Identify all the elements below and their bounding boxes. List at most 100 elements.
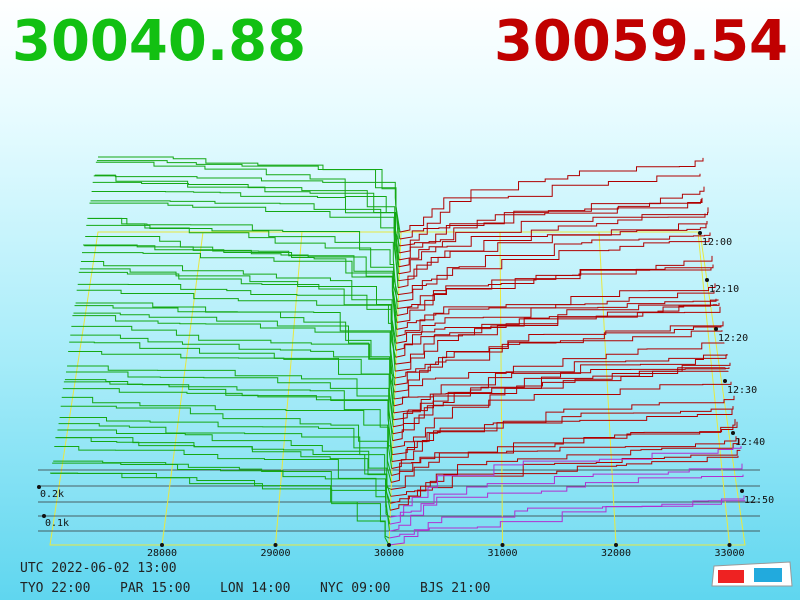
ask-depth-line <box>394 321 724 393</box>
bid-price: 30040.88 <box>12 9 306 74</box>
bid-depth-line <box>91 190 400 274</box>
price-tick-label: 32000 <box>601 548 631 559</box>
price-grid-line <box>388 231 402 546</box>
bid-depth-line <box>60 405 392 476</box>
ask-depth-line <box>391 395 735 469</box>
bid-depth-line <box>62 388 393 462</box>
ask-depth-line <box>397 268 712 310</box>
ask-depth-line <box>393 367 726 407</box>
time-tick-label: 12:20 <box>718 333 748 344</box>
bid-depth-line <box>94 174 400 253</box>
ask-depth-line <box>389 474 744 532</box>
world-clock: NYC 09:00 <box>320 581 390 596</box>
ask-depth-line <box>395 306 721 372</box>
ask-depth-line <box>392 409 733 456</box>
bid-depth-line <box>61 396 393 469</box>
bid-depth-line <box>92 181 400 267</box>
price-tick <box>614 543 618 547</box>
bid-depth-line <box>64 379 393 449</box>
bid-depth-line <box>70 334 395 413</box>
ask-depth-line <box>389 463 743 525</box>
ask-depth-line <box>397 207 709 289</box>
ask-depth-line <box>397 237 710 296</box>
ask-depth-line <box>390 455 739 497</box>
bid-depth-line <box>53 460 391 525</box>
ask-depth-line <box>399 173 701 233</box>
bid-depth-line <box>83 244 398 330</box>
time-tick <box>698 231 702 235</box>
bid-depth-line <box>80 260 397 344</box>
bid-depth-line <box>54 445 391 518</box>
price-tick <box>273 543 278 547</box>
bid-depth-line <box>90 200 399 281</box>
ask-depth-line <box>390 421 738 490</box>
ask-depth-line <box>391 406 734 463</box>
ask-depth-line <box>390 449 741 511</box>
ask-depth-line <box>394 325 722 379</box>
bid-depth-line <box>68 351 394 427</box>
ask-depth-line <box>396 283 716 337</box>
depth-tick-label: 0.2k <box>40 489 64 500</box>
ask-depth-line <box>398 186 705 261</box>
price-tick-label: 30000 <box>374 548 404 559</box>
bid-depth-line <box>59 416 392 483</box>
depth-tick <box>42 514 46 518</box>
price-grid-line <box>161 231 204 546</box>
ask-depth-line <box>393 353 728 421</box>
time-tick <box>740 489 744 493</box>
ask-depth-line <box>395 298 717 344</box>
ask-depth-line <box>399 157 704 254</box>
ask-depth-line <box>398 213 706 268</box>
bid-depth-line <box>52 462 390 532</box>
ask-depth-line <box>394 330 723 386</box>
bid-depth-line <box>96 160 401 240</box>
price-tick <box>160 543 164 547</box>
bid-depth-line <box>82 252 397 337</box>
price-tick-label: 29000 <box>260 548 290 559</box>
bid-depth-line <box>79 268 397 351</box>
ask-depth-line <box>392 381 732 449</box>
ask-depth-line <box>392 367 730 435</box>
world-clock: LON 14:00 <box>220 581 290 596</box>
ask-depth-line <box>396 264 714 323</box>
world-clock: PAR 15:00 <box>120 581 190 596</box>
price-tick <box>387 543 391 547</box>
red-lens <box>718 570 744 583</box>
bid-depth-line <box>66 371 394 441</box>
bid-depth-line <box>84 245 398 323</box>
ask-depth-line <box>395 304 718 351</box>
time-tick-label: 12:50 <box>744 495 774 506</box>
bid-depth-line <box>78 271 397 358</box>
bid-depth-line <box>85 235 398 316</box>
depth-surface <box>50 156 746 546</box>
price-tick <box>727 543 732 547</box>
bid-depth-line <box>87 217 399 302</box>
bid-depth-line <box>89 202 399 288</box>
price-tick-label: 31000 <box>487 548 517 559</box>
depth-tick-label: 0.1k <box>45 518 69 529</box>
depth-tick <box>37 485 41 489</box>
price-tick <box>500 543 505 547</box>
bid-depth-line <box>76 289 396 372</box>
price-tick-label: 28000 <box>147 548 177 559</box>
time-tick-label: 12:00 <box>702 237 732 248</box>
ask-depth-line <box>389 446 742 518</box>
ask-depth-line <box>397 232 711 303</box>
ask-depth-line <box>391 436 737 483</box>
bid-depth-line <box>72 315 395 399</box>
ask-depth-line <box>398 220 708 282</box>
cyan-lens <box>754 568 782 582</box>
bid-depth-line <box>63 381 393 455</box>
ask-depth-line <box>394 342 725 400</box>
time-tick <box>723 379 727 383</box>
time-tick-label: 12:40 <box>735 437 765 448</box>
time-tick-label: 12:10 <box>709 284 739 295</box>
ask-depth-line <box>399 197 703 247</box>
price-grid-line <box>598 231 617 546</box>
ask-depth-line <box>396 255 713 316</box>
ask-depth-line <box>393 354 727 414</box>
time-tick <box>705 278 709 282</box>
bid-depth-line <box>67 365 394 434</box>
